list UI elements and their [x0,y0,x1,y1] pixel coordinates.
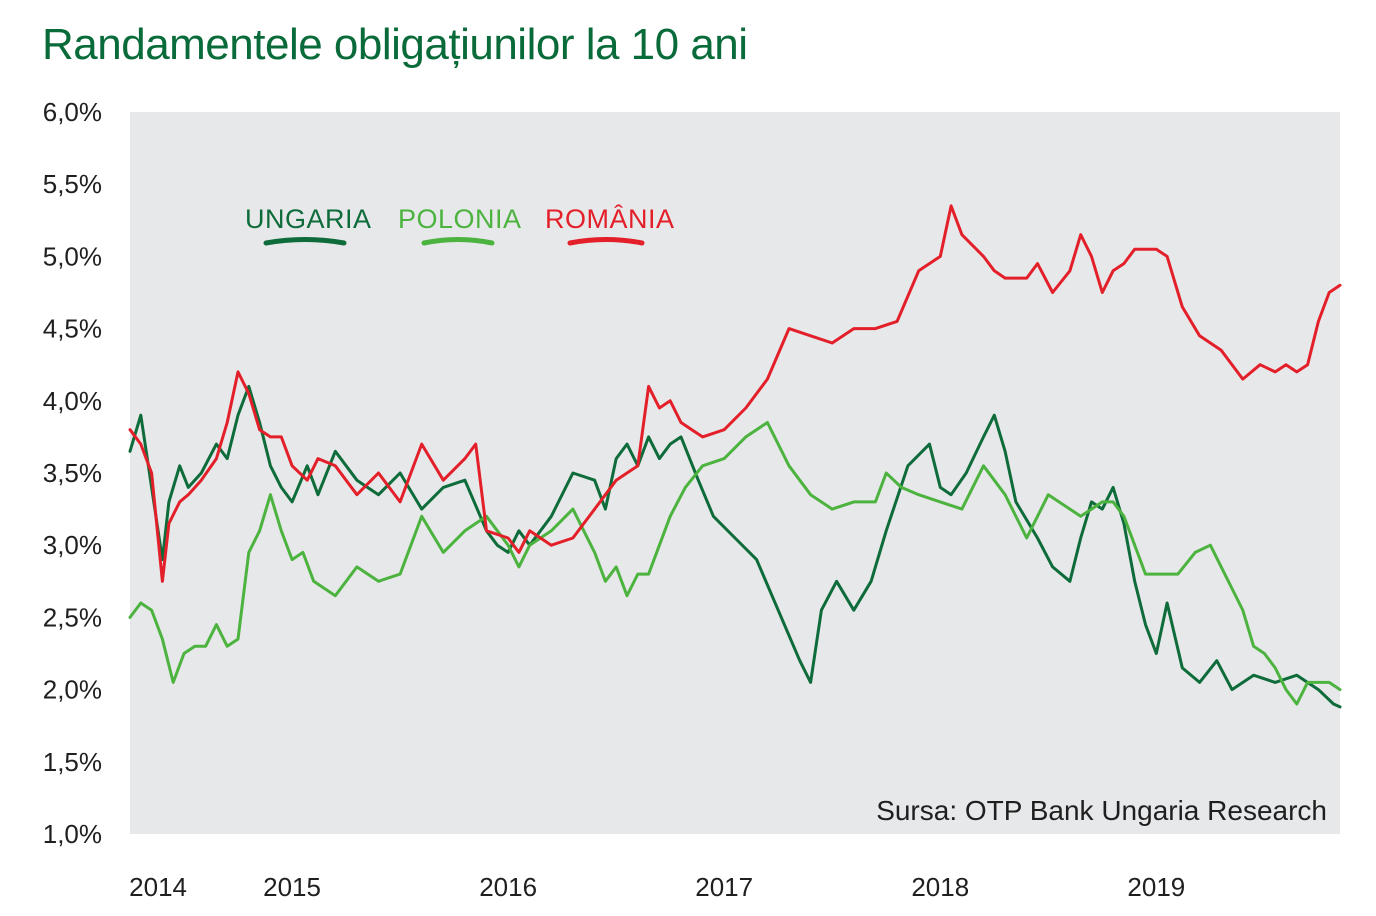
y-tick-label: 2,5% [43,602,102,632]
y-tick-label: 3,5% [43,458,102,488]
legend-label-polonia: POLONIA [398,204,522,234]
x-tick-label: 2014 [129,872,187,902]
x-axis: 2014 2015 2016 2017 2018 2019 [129,872,1185,902]
legend-label-romania: ROMÂNIA [545,203,675,234]
series-lines [128,204,1342,709]
x-tick-label: 2017 [695,872,753,902]
y-tick-label: 3,0% [43,530,102,560]
legend-swatch-ungaria [263,237,347,246]
x-tick-label: 2018 [911,872,969,902]
legend-swatch-polonia [421,237,495,246]
x-tick-label: 2016 [479,872,537,902]
series-line-ungaria [128,384,1342,709]
x-tick-label: 2019 [1127,872,1185,902]
source-note: Sursa: OTP Bank Ungaria Research [876,795,1327,826]
legend-label-ungaria: UNGARIA [245,204,372,234]
y-tick-label: 1,5% [43,747,102,777]
legend-swatch-romania [567,237,645,246]
y-axis: 6,0% 5,5% 5,0% 4,5% 4,0% 3,5% 3,0% 2,5% 2,0% 1,5%… [43,97,102,849]
chart-title: Randamentele obligațiunilor la 10 ani [42,20,748,69]
series-line-romania [128,204,1342,583]
y-tick-label: 4,0% [43,386,102,416]
y-tick-label: 5,0% [43,241,102,271]
series-line-polonia [128,421,1342,706]
y-tick-label: 6,0% [43,97,102,127]
y-tick-label: 2,0% [43,675,102,705]
plot-background [130,112,1340,834]
y-tick-label: 1,0% [43,819,102,849]
x-tick-label: 2015 [263,872,321,902]
y-tick-label: 5,5% [43,169,102,199]
y-tick-label: 4,5% [43,314,102,344]
plot-area [130,112,1340,834]
legend: UNGARIA POLONIA ROMÂNIA [245,203,675,246]
